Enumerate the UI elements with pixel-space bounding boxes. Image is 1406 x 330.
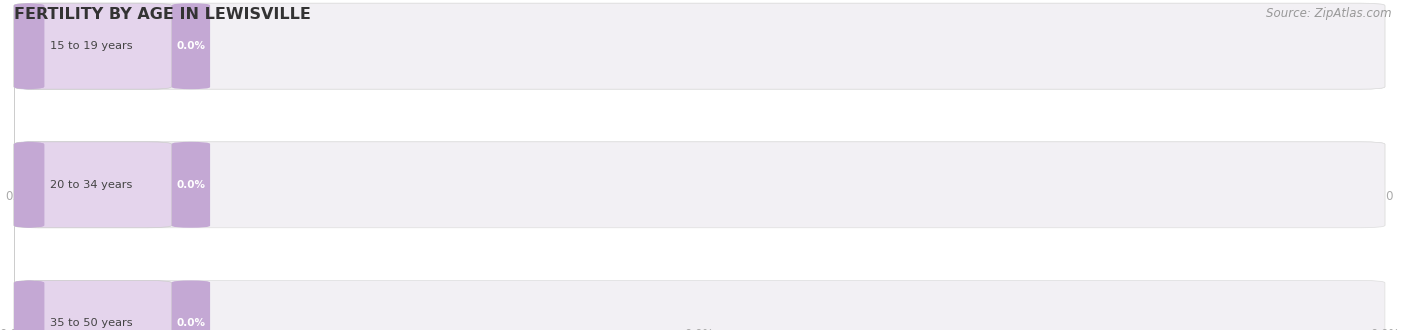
FancyBboxPatch shape bbox=[14, 3, 44, 89]
Text: 0.0%: 0.0% bbox=[176, 318, 205, 328]
FancyBboxPatch shape bbox=[14, 3, 172, 89]
Text: 0.0: 0.0 bbox=[181, 180, 200, 190]
FancyBboxPatch shape bbox=[14, 3, 1385, 89]
FancyBboxPatch shape bbox=[172, 142, 209, 228]
Text: 0.0%: 0.0% bbox=[176, 180, 205, 190]
FancyBboxPatch shape bbox=[14, 3, 44, 89]
FancyBboxPatch shape bbox=[172, 280, 209, 330]
FancyBboxPatch shape bbox=[14, 142, 44, 228]
Text: 15 to 19 years: 15 to 19 years bbox=[49, 41, 132, 51]
Text: FERTILITY BY AGE IN LEWISVILLE: FERTILITY BY AGE IN LEWISVILLE bbox=[14, 7, 311, 21]
Text: 0.0%: 0.0% bbox=[176, 41, 205, 51]
FancyBboxPatch shape bbox=[14, 3, 172, 89]
FancyBboxPatch shape bbox=[14, 280, 44, 330]
FancyBboxPatch shape bbox=[14, 3, 44, 89]
FancyBboxPatch shape bbox=[14, 280, 1385, 330]
FancyBboxPatch shape bbox=[14, 142, 44, 228]
FancyBboxPatch shape bbox=[14, 142, 1385, 228]
FancyBboxPatch shape bbox=[14, 142, 172, 228]
FancyBboxPatch shape bbox=[172, 3, 209, 89]
FancyBboxPatch shape bbox=[14, 142, 1385, 228]
FancyBboxPatch shape bbox=[172, 142, 209, 228]
FancyBboxPatch shape bbox=[14, 3, 44, 89]
FancyBboxPatch shape bbox=[14, 142, 44, 228]
Text: 35 to 50 years: 35 to 50 years bbox=[49, 318, 132, 328]
Text: 0.0: 0.0 bbox=[181, 41, 200, 51]
FancyBboxPatch shape bbox=[14, 142, 44, 228]
Text: 35 to 50 years: 35 to 50 years bbox=[49, 180, 132, 190]
FancyBboxPatch shape bbox=[14, 280, 172, 330]
FancyBboxPatch shape bbox=[14, 142, 172, 228]
FancyBboxPatch shape bbox=[172, 3, 209, 89]
Text: 20 to 34 years: 20 to 34 years bbox=[49, 180, 132, 190]
Text: 20 to 34 years: 20 to 34 years bbox=[49, 41, 132, 51]
Text: Source: ZipAtlas.com: Source: ZipAtlas.com bbox=[1267, 7, 1392, 19]
FancyBboxPatch shape bbox=[14, 280, 44, 330]
FancyBboxPatch shape bbox=[14, 3, 1385, 89]
